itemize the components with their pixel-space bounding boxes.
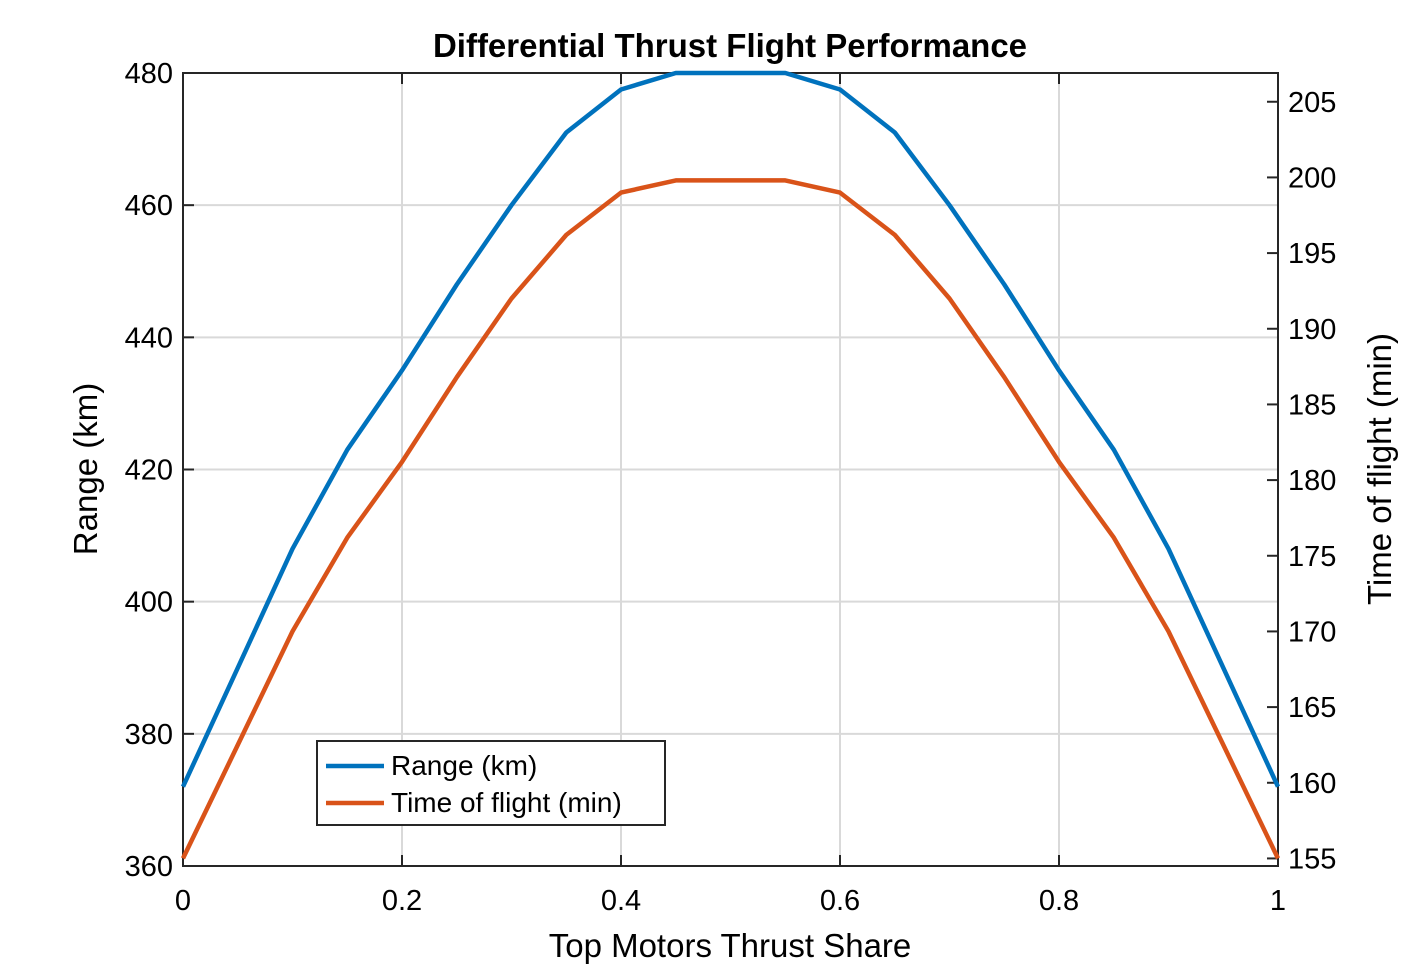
y-right-tick-label: 175 [1288,541,1336,573]
series-lines [180,70,1281,860]
x-tick-label: 0.4 [601,885,641,917]
y-left-tick-label: 460 [125,190,173,222]
x-tick-label: 0.8 [1039,885,1079,917]
y-right-tick-label: 180 [1288,465,1336,497]
x-tick-label: 0 [175,885,191,917]
x-tick-label: 0.2 [382,885,422,917]
y-right-tick-label: 160 [1288,768,1336,800]
y-right-tick-label: 205 [1288,87,1336,119]
legend-label-time-of-flight: Time of flight (min) [391,787,622,818]
series-line-time-of-flight-min [180,178,1281,860]
x-tick-label: 0.6 [820,885,860,917]
y-right-tick-label: 195 [1288,238,1336,270]
legend-label-range: Range (km) [391,750,537,781]
legend: Range (km) Time of flight (min) [316,740,666,826]
series-line-range-km [180,70,1281,788]
y-right-tick-label: 185 [1288,389,1336,421]
y-left-tick-label: 380 [125,719,173,751]
y-right-tick-label: 190 [1288,314,1336,346]
y-left-tick-label: 480 [125,58,173,90]
y-left-tick-label: 360 [125,851,173,883]
y-left-tick-label: 400 [125,587,173,619]
legend-box [316,740,666,826]
chart-title: Differential Thrust Flight Performance [433,27,1027,64]
x-axis-label: Top Motors Thrust Share [549,927,912,964]
y-axis-left-label: Range (km) [67,383,104,555]
y-left-tick-label: 440 [125,322,173,354]
y-right-tick-label: 170 [1288,616,1336,648]
y-right-tick-label: 155 [1288,843,1336,875]
x-tick-label: 1 [1270,885,1286,917]
y-left-tick-label: 420 [125,455,173,487]
axis-ticks: 0 0.2 0.4 0.6 0.8 1 360 380 400 420 440 460 480 155 16… [125,58,1337,917]
y-axis-right-label: Time of flight (min) [1361,333,1398,605]
y-right-tick-label: 200 [1288,162,1336,194]
y-right-tick-label: 165 [1288,692,1336,724]
